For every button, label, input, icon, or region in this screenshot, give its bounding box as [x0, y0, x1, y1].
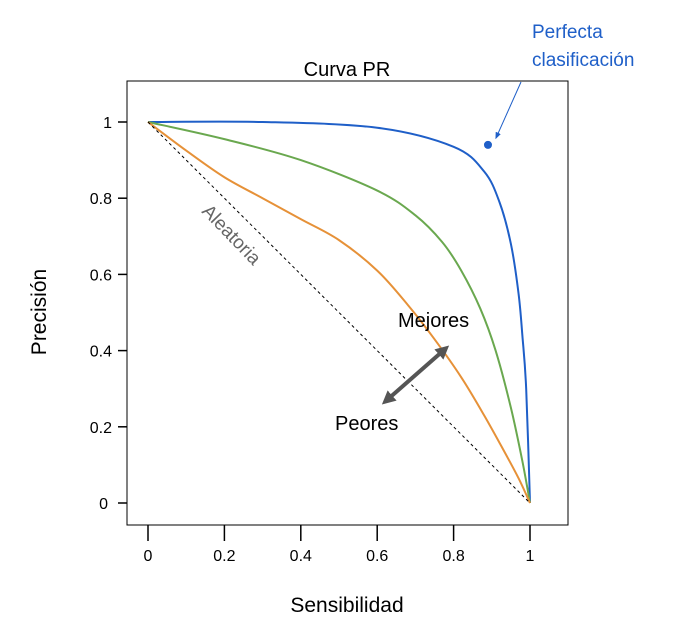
x-tick-label: 0.6 — [366, 548, 388, 565]
annotation-perfect-line2: clasificación — [532, 50, 634, 71]
better-worse-arrow — [381, 345, 450, 405]
x-tick-label: 0.8 — [442, 548, 464, 565]
annotation-random: Aleatoria — [197, 201, 264, 270]
series-line — [147, 121, 531, 504]
y-tick-label: 0.4 — [90, 344, 112, 361]
x-tick-label: 0 — [144, 548, 153, 565]
series-line — [147, 121, 531, 504]
perfect-classification-point — [483, 140, 492, 149]
annotation-perfect-line1: Perfecta — [532, 22, 603, 43]
plot-frame — [126, 80, 569, 526]
points-layer — [483, 140, 492, 149]
annotation-better: Mejores — [398, 310, 469, 332]
y-axis-label: Precisión — [28, 269, 51, 355]
series-layer — [147, 120, 531, 504]
annotation-worse: Peores — [335, 413, 398, 435]
series-line — [147, 121, 531, 504]
x-axis-label: Sensibilidad — [290, 594, 403, 617]
y-axis: 0 0.2 0.4 0.6 0.8 1 — [90, 115, 127, 513]
x-tick-label: 1 — [526, 548, 535, 565]
x-tick-label: 0.2 — [213, 548, 235, 565]
y-tick-label: 0.6 — [90, 267, 112, 284]
series-line — [147, 120, 531, 504]
y-tick-label: 0.2 — [90, 420, 112, 437]
y-tick-label: 1 — [103, 115, 112, 132]
chart-title: Curva PR — [304, 59, 391, 81]
x-tick-label: 0.4 — [290, 548, 312, 565]
x-axis: 0 0.2 0.4 0.6 0.8 1 — [144, 525, 535, 565]
perfect-pointer-arrow — [495, 81, 522, 140]
y-tick-label: 0.8 — [90, 191, 112, 208]
y-tick-label: 0 — [99, 496, 108, 513]
